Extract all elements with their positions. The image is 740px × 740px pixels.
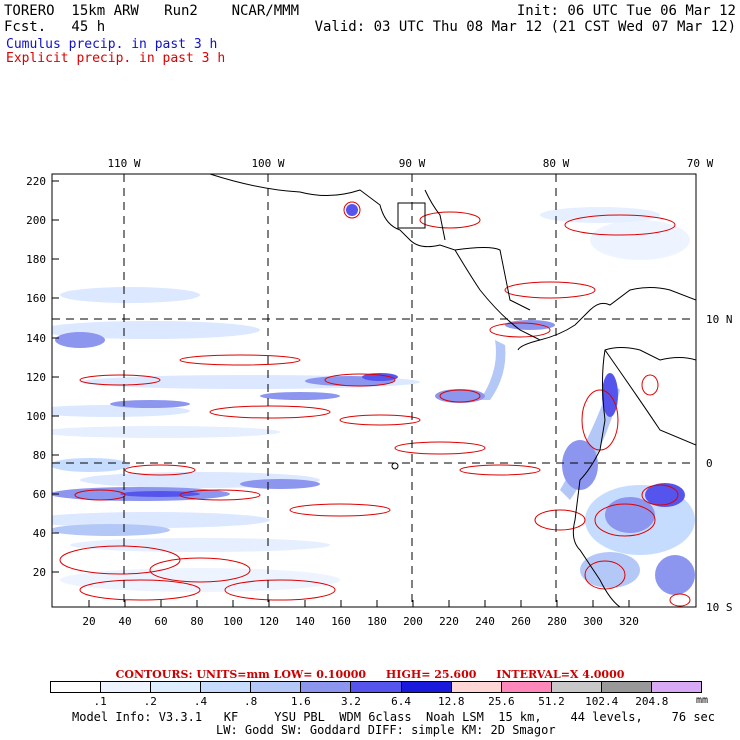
contours-interval: INTERVAL=X 4.0000	[496, 668, 625, 681]
colorbar-cell	[651, 682, 702, 692]
map-frame	[51, 173, 697, 608]
colorbar-cell	[251, 682, 302, 692]
x-tick-label: 20	[82, 615, 95, 628]
legend-cumulus: Cumulus precip. in past 3 h	[6, 37, 218, 52]
lon-label-100w: 100 W	[251, 157, 284, 170]
x-tick-label: 40	[118, 615, 131, 628]
x-tick-label: 220	[439, 615, 459, 628]
colorbar-label: .8	[243, 695, 258, 708]
lat-label-10n: 10 N	[706, 313, 733, 326]
lon-label-90w: 90 W	[399, 157, 426, 170]
x-tick-label: 280	[547, 615, 567, 628]
model-info-line1: Model Info: V3.3.1 KF YSU PBL WDM 6class…	[72, 710, 715, 724]
x-tick-label: 200	[403, 615, 423, 628]
header-forecast-hour: Fcst. 45 h	[4, 19, 106, 35]
contours-info: CONTOURS: UNITS=mm LOW= 0.10000 HIGH= 25…	[0, 668, 740, 681]
colorbar-label: 51.2	[538, 695, 565, 708]
colorbar-cell	[351, 682, 402, 692]
colorbar-label: .4	[193, 695, 208, 708]
lon-label-70w: 70 W	[687, 157, 714, 170]
x-tick-label: 60	[154, 615, 167, 628]
colorbar-label: 25.6	[488, 695, 515, 708]
colorbar-cell	[151, 682, 202, 692]
colorbar-cell	[601, 682, 652, 692]
x-tick-label: 100	[223, 615, 243, 628]
colorbar-cell	[201, 682, 252, 692]
colorbar-cell	[101, 682, 152, 692]
y-tick-label: 180	[26, 253, 46, 266]
lat-label-0: 0	[706, 457, 713, 470]
y-tick-label: 40	[33, 527, 46, 540]
lat-label-10s: 10 S	[706, 601, 733, 614]
y-tick-label: 220	[26, 175, 46, 188]
x-tick-label: 160	[331, 615, 351, 628]
header-valid-time: Valid: 03 UTC Thu 08 Mar 12 (21 CST Wed …	[314, 19, 736, 35]
grid-lines	[52, 174, 696, 607]
lon-label-80w: 80 W	[543, 157, 570, 170]
x-tick-label: 260	[511, 615, 531, 628]
colorbar-label: 102.4	[585, 695, 619, 708]
x-tick-label: 80	[190, 615, 203, 628]
y-tick-label: 80	[33, 449, 46, 462]
y-tick-label: 160	[26, 292, 46, 305]
colorbar-cell	[551, 682, 602, 692]
colorbar-units: mm	[696, 695, 709, 706]
y-tick-label: 20	[33, 566, 46, 579]
y-tick-label: 100	[26, 410, 46, 423]
colorbar-cell	[451, 682, 502, 692]
header-title: TORERO 15km ARW Run2 NCAR/MMM	[4, 3, 300, 19]
y-tick-label: 60	[33, 488, 46, 501]
colorbar-labels: .1 .2 .4 .8 1.6 3.2 6.4 12.8 25.6 51.2 102.4 204.8	[50, 695, 702, 708]
contours-high: HIGH= 25.600	[385, 668, 477, 681]
colorbar-label: .1	[93, 695, 107, 708]
x-tick-label: 320	[619, 615, 639, 628]
x-tick-label: 300	[583, 615, 603, 628]
colorbar-cell	[51, 682, 102, 692]
y-tick-label: 200	[26, 214, 46, 227]
model-info-line2: LW: Godd SW: Goddard DIFF: simple KM: 2D…	[216, 723, 556, 737]
colorbar-label: 204.8	[635, 695, 669, 708]
colorbar-cell	[501, 682, 552, 692]
legend-explicit: Explicit precip. in past 3 h	[6, 51, 226, 66]
coastlines	[209, 174, 696, 607]
x-tick-label: 180	[367, 615, 387, 628]
colorbar-label: 6.4	[391, 695, 411, 708]
x-tick-marks	[88, 600, 630, 607]
lon-label-110w: 110 W	[107, 157, 140, 170]
contours-units: CONTOURS: UNITS=mm LOW= 0.10000	[115, 668, 367, 681]
x-tick-label: 140	[295, 615, 315, 628]
y-tick-marks	[52, 180, 59, 573]
shading-layer	[52, 201, 695, 607]
header-init-time: Init: 06 UTC Tue 06 Mar 12	[516, 3, 736, 19]
colorbar	[50, 681, 702, 693]
y-tick-label: 140	[26, 332, 46, 345]
colorbar-cell	[401, 682, 452, 692]
x-tick-label: 120	[259, 615, 279, 628]
colorbar-cell	[301, 682, 352, 692]
colorbar-label: 12.8	[437, 695, 465, 708]
x-tick-label: 240	[475, 615, 495, 628]
colorbar-label: 1.6	[290, 695, 311, 708]
colorbar-label: 3.2	[340, 695, 361, 708]
colorbar-label: .2	[143, 695, 157, 708]
y-tick-label: 120	[26, 371, 46, 384]
